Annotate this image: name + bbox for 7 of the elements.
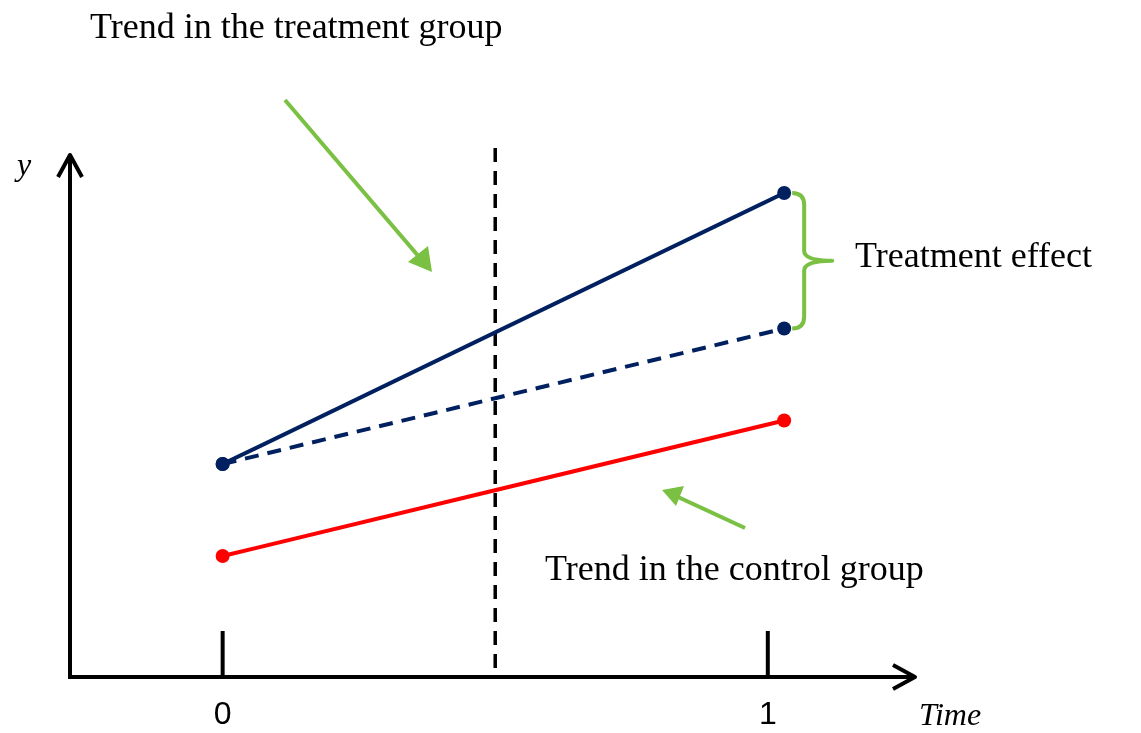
- x-axis-title: Time: [918, 696, 982, 732]
- annotation: Treatment effect: [855, 235, 1092, 275]
- text: Trend in the treatment group: [90, 6, 503, 46]
- y-axis-title: y: [13, 146, 32, 182]
- annotation: Trend in the control group: [545, 548, 924, 588]
- x-tick-label: 0: [213, 695, 232, 731]
- x-tick-label: 1: [758, 695, 777, 731]
